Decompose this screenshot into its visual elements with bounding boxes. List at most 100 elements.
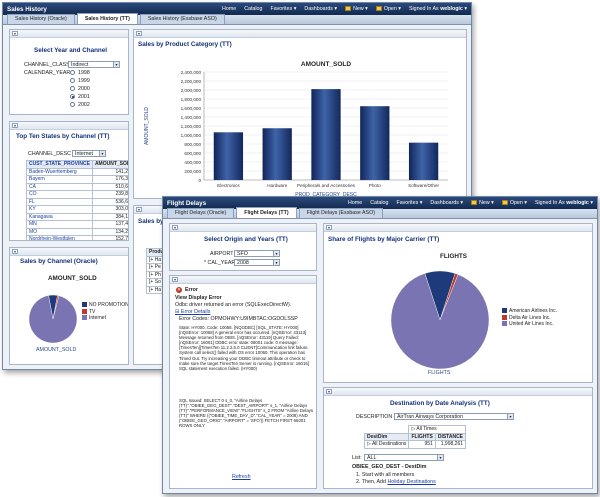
collapse-icon[interactable]: ▾ [326, 389, 332, 394]
state-link[interactable]: KY [26, 205, 93, 214]
list-select[interactable]: ALL ▾ [364, 454, 444, 461]
bar [213, 132, 244, 180]
folder-icon [501, 200, 508, 205]
bar [408, 142, 439, 180]
cal-year-label: * CAL_YEAR [204, 260, 236, 266]
nav-new[interactable]: New ▾ [471, 200, 494, 206]
nav-catalog[interactable]: Catalog [370, 200, 389, 206]
tab-sales-oracle[interactable]: Sales History (Oracle) [7, 14, 75, 24]
all-destinations-row[interactable]: ▷ All Destinations [363, 440, 410, 449]
legend-item: TV [82, 308, 128, 316]
flights-chart-title: FLIGHTS [440, 253, 467, 260]
signed-in[interactable]: Signed In As weblogic ▾ [534, 200, 593, 206]
all-times-header[interactable]: ▷ All Times [408, 425, 467, 434]
x-tick-label: Software/Other [408, 183, 439, 188]
nav-favorites[interactable]: Favorites ▾ [396, 200, 423, 206]
year-radio[interactable] [70, 102, 75, 107]
nav-dashboards[interactable]: Dashboards ▾ [430, 200, 464, 206]
row-header: DestDim [363, 432, 410, 441]
error-heading: Error [185, 287, 198, 293]
y-tick-label: 2,200,000 [181, 79, 202, 84]
channel-desc-select[interactable]: Internet ▾ [72, 150, 106, 157]
state-link[interactable]: MO [26, 227, 93, 236]
state-link[interactable]: Baden-Wuerttemberg [26, 167, 93, 176]
legend-item: NO PROMOTION... [82, 302, 128, 309]
collapse-icon[interactable]: ▾ [172, 225, 178, 230]
nav-catalog[interactable]: Catalog [244, 6, 263, 12]
chevron-down-icon: ▾ [273, 260, 279, 265]
nav-home[interactable]: Home [348, 200, 363, 206]
x-tick-label: Hardware [267, 183, 287, 188]
collapse-icon[interactable]: ▾ [136, 31, 142, 36]
step-1: 1. Start with all members [356, 472, 415, 478]
year-radio[interactable] [70, 78, 75, 83]
new-icon [345, 6, 352, 11]
y-axis-label: AMOUNT_SOLD [144, 107, 150, 145]
year-radio[interactable] [70, 86, 75, 91]
legend-label: TV [89, 308, 96, 315]
state-link[interactable]: Kanagawa [26, 212, 93, 221]
sales-by-p-table: Product [+ Ha [+ Pe [+ Ph [+ So [+ Ha [146, 248, 171, 294]
collapse-icon[interactable]: ▾ [12, 31, 18, 36]
tab-sales-tt[interactable]: Sales History (TT) [76, 13, 138, 24]
year-radio[interactable] [70, 70, 75, 75]
airport-select[interactable]: SFO ▾ [234, 250, 280, 257]
state-link[interactable]: Nordrhein-Westfalen [26, 235, 93, 240]
states-column-header[interactable]: AMOUNT_SOLD [91, 160, 128, 169]
legend-swatch [502, 308, 507, 313]
state-link[interactable]: CO [26, 190, 93, 199]
cal-year-select[interactable]: 2008 ▾ [234, 259, 280, 266]
y-tick-label: 800,000 [184, 142, 201, 147]
legend-item: American Airlines Inc. [502, 308, 557, 315]
nav-open[interactable]: Open ▾ [501, 200, 527, 206]
amount-sold-cell: 510,665 [91, 182, 128, 191]
y-tick-label: 200,000 [184, 169, 201, 174]
y-tick-label: 1,000,000 [181, 133, 202, 138]
error-codes: Error Codes: OPMOHWY:U9IMBTAC:OGDOLSSP [179, 316, 298, 322]
nav-new[interactable]: New ▾ [345, 6, 368, 12]
collapse-icon[interactable]: ▾ [172, 277, 178, 282]
tab-flight-essbase[interactable]: Flight Delays (Essbase ASO) [298, 208, 383, 218]
state-link[interactable]: FL [26, 197, 93, 206]
signed-in[interactable]: Signed In As weblogic ▾ [408, 6, 467, 12]
amount-sold-cell: 176,330 [91, 175, 128, 184]
carrier-pie-legend: American Airlines Inc. Delta Air Lines In… [502, 308, 557, 328]
new-icon [471, 200, 478, 205]
state-link[interactable]: Bayern [26, 175, 93, 184]
dest-heading: OBIEE_GEO_DEST - DestDim [352, 464, 427, 470]
nav-home[interactable]: Home [222, 6, 237, 12]
description-select[interactable]: AirTran Airways Corporation ▾ [394, 413, 514, 420]
collapse-icon[interactable]: ▾ [12, 249, 18, 254]
state-link[interactable]: MN [26, 220, 93, 229]
state-link[interactable]: CA [26, 182, 93, 191]
chevron-down-icon: ▾ [437, 455, 443, 460]
channel-desc-label: CHANNEL_DESC [28, 151, 71, 157]
amount-sold-cell: 303,089 [91, 205, 128, 214]
channel-class-select[interactable]: Indirect ▾ [68, 61, 120, 68]
legend-item: Internet [82, 315, 128, 322]
tab-flight-tt[interactable]: Flight Delays (TT) [236, 207, 297, 218]
nav-favorites[interactable]: Favorites ▾ [270, 6, 297, 12]
tab-flight-oracle[interactable]: Flight Delays (Oracle) [167, 208, 235, 218]
collapse-icon[interactable]: ▾ [326, 225, 332, 230]
collapse-icon[interactable]: ▾ [136, 207, 142, 212]
select-year-panel: ▾ Select Year and Channel CHANNEL_CLASS … [9, 29, 129, 115]
bar [262, 128, 292, 180]
carrier-pie-chart [390, 270, 490, 370]
year-radio[interactable] [70, 94, 75, 99]
legend-swatch [82, 302, 87, 307]
tab-sales-essbase[interactable]: Sales History (Essbase ASO) [139, 14, 225, 24]
nav-dashboards[interactable]: Dashboards ▾ [304, 6, 338, 12]
view-display-error: View Display Error [175, 295, 222, 301]
error-details-link[interactable]: ⊟ Error Details [175, 309, 211, 315]
nav-open[interactable]: Open ▾ [375, 6, 401, 12]
year-radio-label: 2001 [78, 94, 90, 100]
states-column-header[interactable]: CUST_STATE_PROVINCE [26, 160, 93, 169]
refresh-link[interactable]: Refresh [232, 474, 251, 480]
collapse-icon[interactable]: ▾ [12, 123, 18, 128]
holiday-destinations-link[interactable]: Holiday Destinations [387, 479, 436, 485]
product-category-bar-chart: AMOUNT_SOLD 0 200,000 400,000 600,000 800,000… [144, 61, 448, 198]
